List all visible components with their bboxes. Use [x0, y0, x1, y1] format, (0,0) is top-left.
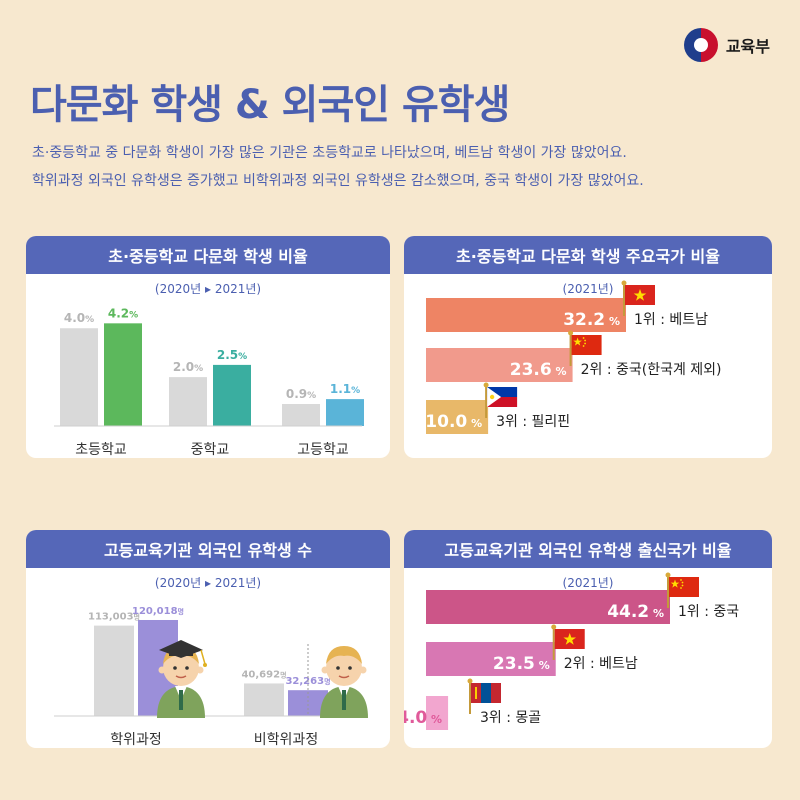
student-figure-icon	[320, 646, 368, 718]
subtitle-line-1: 초·중등학교 중 다문화 학생이 가장 많은 기관은 초등학교로 나타났으며, …	[32, 145, 627, 161]
category-label: 중학교	[191, 442, 230, 458]
subtitle-line-2: 학위과정 외국인 유학생은 증가했고 비학위과정 외국인 유학생은 감소했으며,…	[32, 173, 644, 189]
chart-period: (2020년 ▸ 2021년)	[154, 576, 262, 590]
chart-title: 초·중등학교 다문화 학생 비율	[26, 236, 390, 274]
data-label: 4.0 %	[404, 708, 442, 728]
data-label: 4.0%	[64, 311, 94, 325]
chart-title: 초·중등학교 다문화 학생 주요국가 비율	[404, 236, 772, 274]
data-label: 32,263명	[285, 676, 330, 687]
data-label: 2.5%	[217, 348, 247, 362]
student-figure-icon	[157, 640, 207, 718]
bar-curr	[104, 323, 142, 426]
category-label: 비학위과정	[254, 732, 318, 748]
category-label: 3위 : 필리핀	[496, 414, 570, 430]
bar	[426, 696, 449, 730]
chart-period: (2021년)	[562, 576, 614, 590]
data-label: 44.2 %	[607, 602, 664, 622]
data-label: 2.0%	[173, 360, 203, 374]
category-label: 2위 : 중국(한국계 제외)	[581, 362, 722, 378]
vietnam-flag-icon	[621, 280, 655, 316]
category-label: 초등학교	[75, 442, 127, 458]
mongolia-flag-icon	[467, 678, 501, 714]
china-flag-icon	[665, 572, 699, 608]
page-title: 다문화 학생 & 외국인 유학생	[30, 82, 510, 128]
chart-period: (2020년 ▸ 2021년)	[154, 282, 262, 296]
chart-origin-country-ratio: 44.2 % 1위 : 중국 23.5 % 2위 : 베트남 4.0 % 3위 : 몽골	[404, 572, 739, 730]
category-label: 1위 : 중국	[678, 604, 739, 620]
chart-country-ratio: 32.2 % 1위 : 베트남 23.6 % 2위 : 중국(한국계 제외) 10.0 …	[425, 280, 722, 434]
bar-prev	[60, 328, 98, 426]
bar-prev	[169, 377, 207, 426]
chart-multicultural-ratio: 4.0% 4.2% 초등학교 2.0% 2.5% 중학교 0.9% 1.1% 고등학교	[54, 306, 364, 458]
china-flag-icon	[568, 330, 602, 366]
brand-name: 교육부	[725, 37, 770, 56]
bar-curr	[213, 364, 251, 426]
data-label: 4.2%	[108, 306, 138, 320]
chart-period: (2021년)	[562, 282, 614, 296]
data-label: 32.2 %	[563, 310, 620, 330]
chart-title: 고등교육기관 외국인 유학생 출신국가 비율	[404, 530, 772, 568]
bar-prev	[94, 625, 134, 716]
chart-card-multicultural-ratio: 4.0% 4.2% 초등학교 2.0% 2.5% 중학교 0.9% 1.1% 고등학교 초·중등…	[26, 236, 390, 458]
data-label: 1.1%	[330, 382, 360, 396]
chart-card-foreign-student-count: 113,003명 120,018명 학위과정 40,692명 32,263명 비학위과정 …	[26, 530, 390, 748]
bar-prev	[244, 683, 284, 716]
category-label: 학위과정	[110, 732, 162, 748]
data-label: 23.5 %	[493, 654, 550, 674]
data-label: 10.0 %	[425, 412, 482, 432]
bar-prev	[282, 404, 320, 426]
data-label: 0.9%	[286, 387, 316, 401]
bar-curr	[326, 399, 364, 426]
data-label: 40,692명	[241, 669, 286, 680]
taegeuk-icon	[683, 28, 718, 62]
data-label: 23.6 %	[510, 360, 567, 380]
brand-logo: 교육부	[683, 28, 770, 62]
bar	[426, 590, 670, 624]
chart-title: 고등교육기관 외국인 유학생 수	[26, 530, 390, 568]
category-label: 고등학교	[297, 442, 349, 458]
bar	[426, 400, 489, 434]
philippines-flag-icon	[483, 382, 518, 418]
vietnam-flag-icon	[551, 624, 585, 660]
bar	[426, 298, 626, 332]
data-label: 113,003명	[88, 612, 140, 623]
bar	[426, 642, 556, 676]
category-label: 1위 : 베트남	[634, 312, 708, 328]
chart-card-country-ratio: 32.2 % 1위 : 베트남 23.6 % 2위 : 중국(한국계 제외) 10.0 …	[404, 236, 772, 458]
category-label: 3위 : 몽골	[480, 710, 541, 726]
category-label: 2위 : 베트남	[564, 656, 638, 672]
bar	[426, 348, 573, 382]
data-label: 120,018명	[132, 606, 184, 617]
